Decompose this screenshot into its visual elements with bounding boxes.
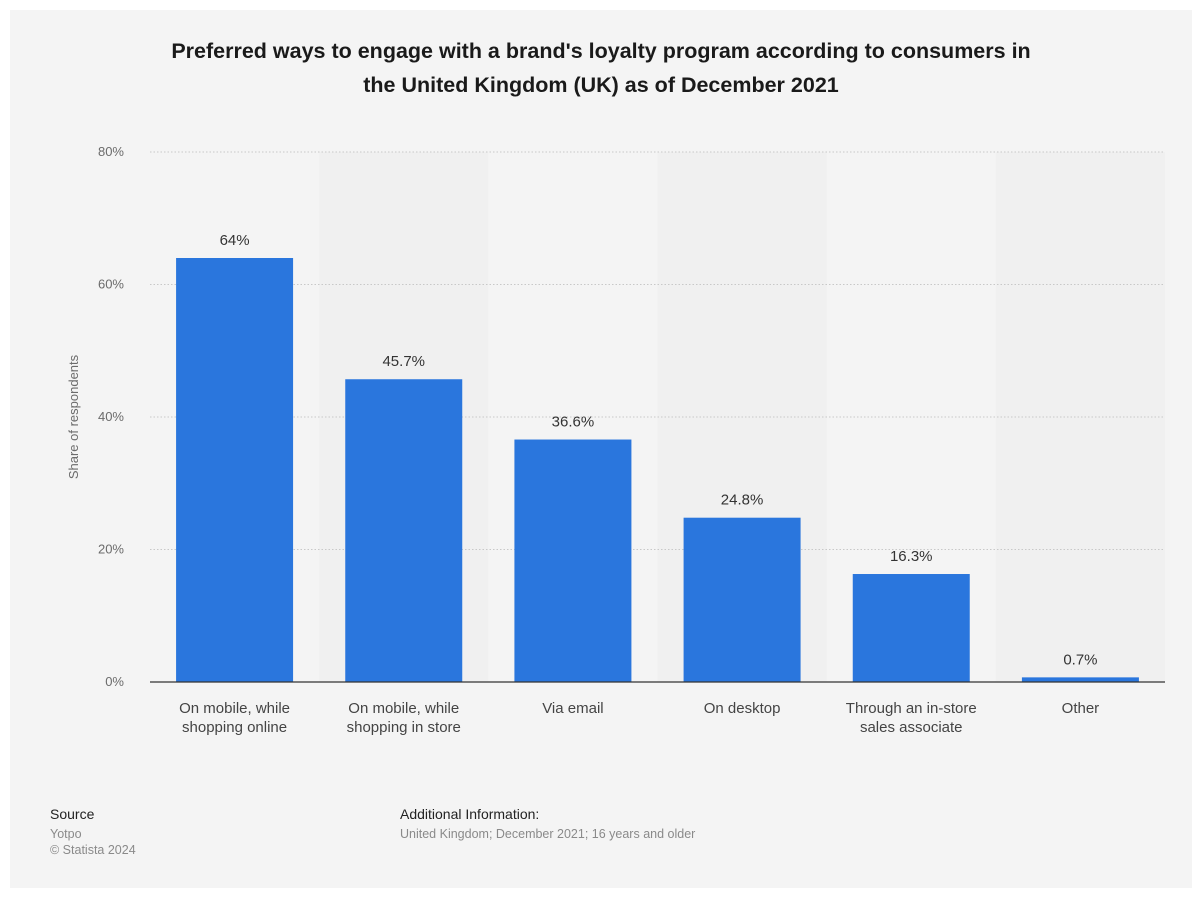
- source-section: Source Yotpo © Statista 2024: [50, 806, 136, 858]
- chart-title-line-2: the United Kingdom (UK) as of December 2…: [363, 73, 839, 97]
- x-category-label: shopping online: [182, 719, 287, 736]
- x-category-label: shopping in store: [347, 719, 461, 736]
- bar: [852, 574, 970, 682]
- bar-value-label: 24.8%: [721, 492, 764, 509]
- chart-title-line-1: Preferred ways to engage with a brand's …: [171, 39, 1031, 63]
- column-band: [995, 152, 1165, 682]
- bar-value-label: 0.7%: [1063, 651, 1097, 668]
- y-tick-label: 20%: [98, 542, 124, 557]
- bar: [1021, 677, 1139, 682]
- y-tick-label: 60%: [98, 277, 124, 292]
- bar: [514, 439, 632, 682]
- bar-value-label: 45.7%: [382, 353, 425, 370]
- x-category-label: On mobile, while: [179, 700, 290, 717]
- bar: [345, 379, 463, 682]
- x-category-label: On mobile, while: [348, 700, 459, 717]
- x-category-label: Through an in-store: [846, 700, 977, 717]
- additional-info-text: United Kingdom; December 2021; 16 years …: [400, 827, 696, 841]
- bar: [176, 258, 294, 682]
- x-category-label: Other: [1062, 700, 1100, 717]
- y-tick-label: 0%: [105, 674, 124, 689]
- source-name: Yotpo: [50, 827, 82, 841]
- chart-title: Preferred ways to engage with a brand's …: [0, 34, 1202, 102]
- copyright-text: © Statista 2024: [50, 843, 136, 857]
- bar-value-label: 64%: [220, 232, 250, 249]
- additional-info-section: Additional Information: United Kingdom; …: [400, 806, 695, 842]
- source-heading: Source: [50, 806, 95, 822]
- additional-info-heading: Additional Information:: [400, 806, 540, 822]
- x-category-label: On desktop: [704, 700, 781, 717]
- bar-value-label: 36.6%: [552, 414, 595, 431]
- y-tick-label: 80%: [98, 144, 124, 159]
- x-category-label: Via email: [542, 700, 603, 717]
- y-axis-title: Share of respondents: [66, 354, 81, 479]
- x-category-label: sales associate: [860, 719, 963, 736]
- bar: [683, 517, 801, 682]
- y-tick-label: 40%: [98, 409, 124, 424]
- bar-value-label: 16.3%: [890, 548, 933, 565]
